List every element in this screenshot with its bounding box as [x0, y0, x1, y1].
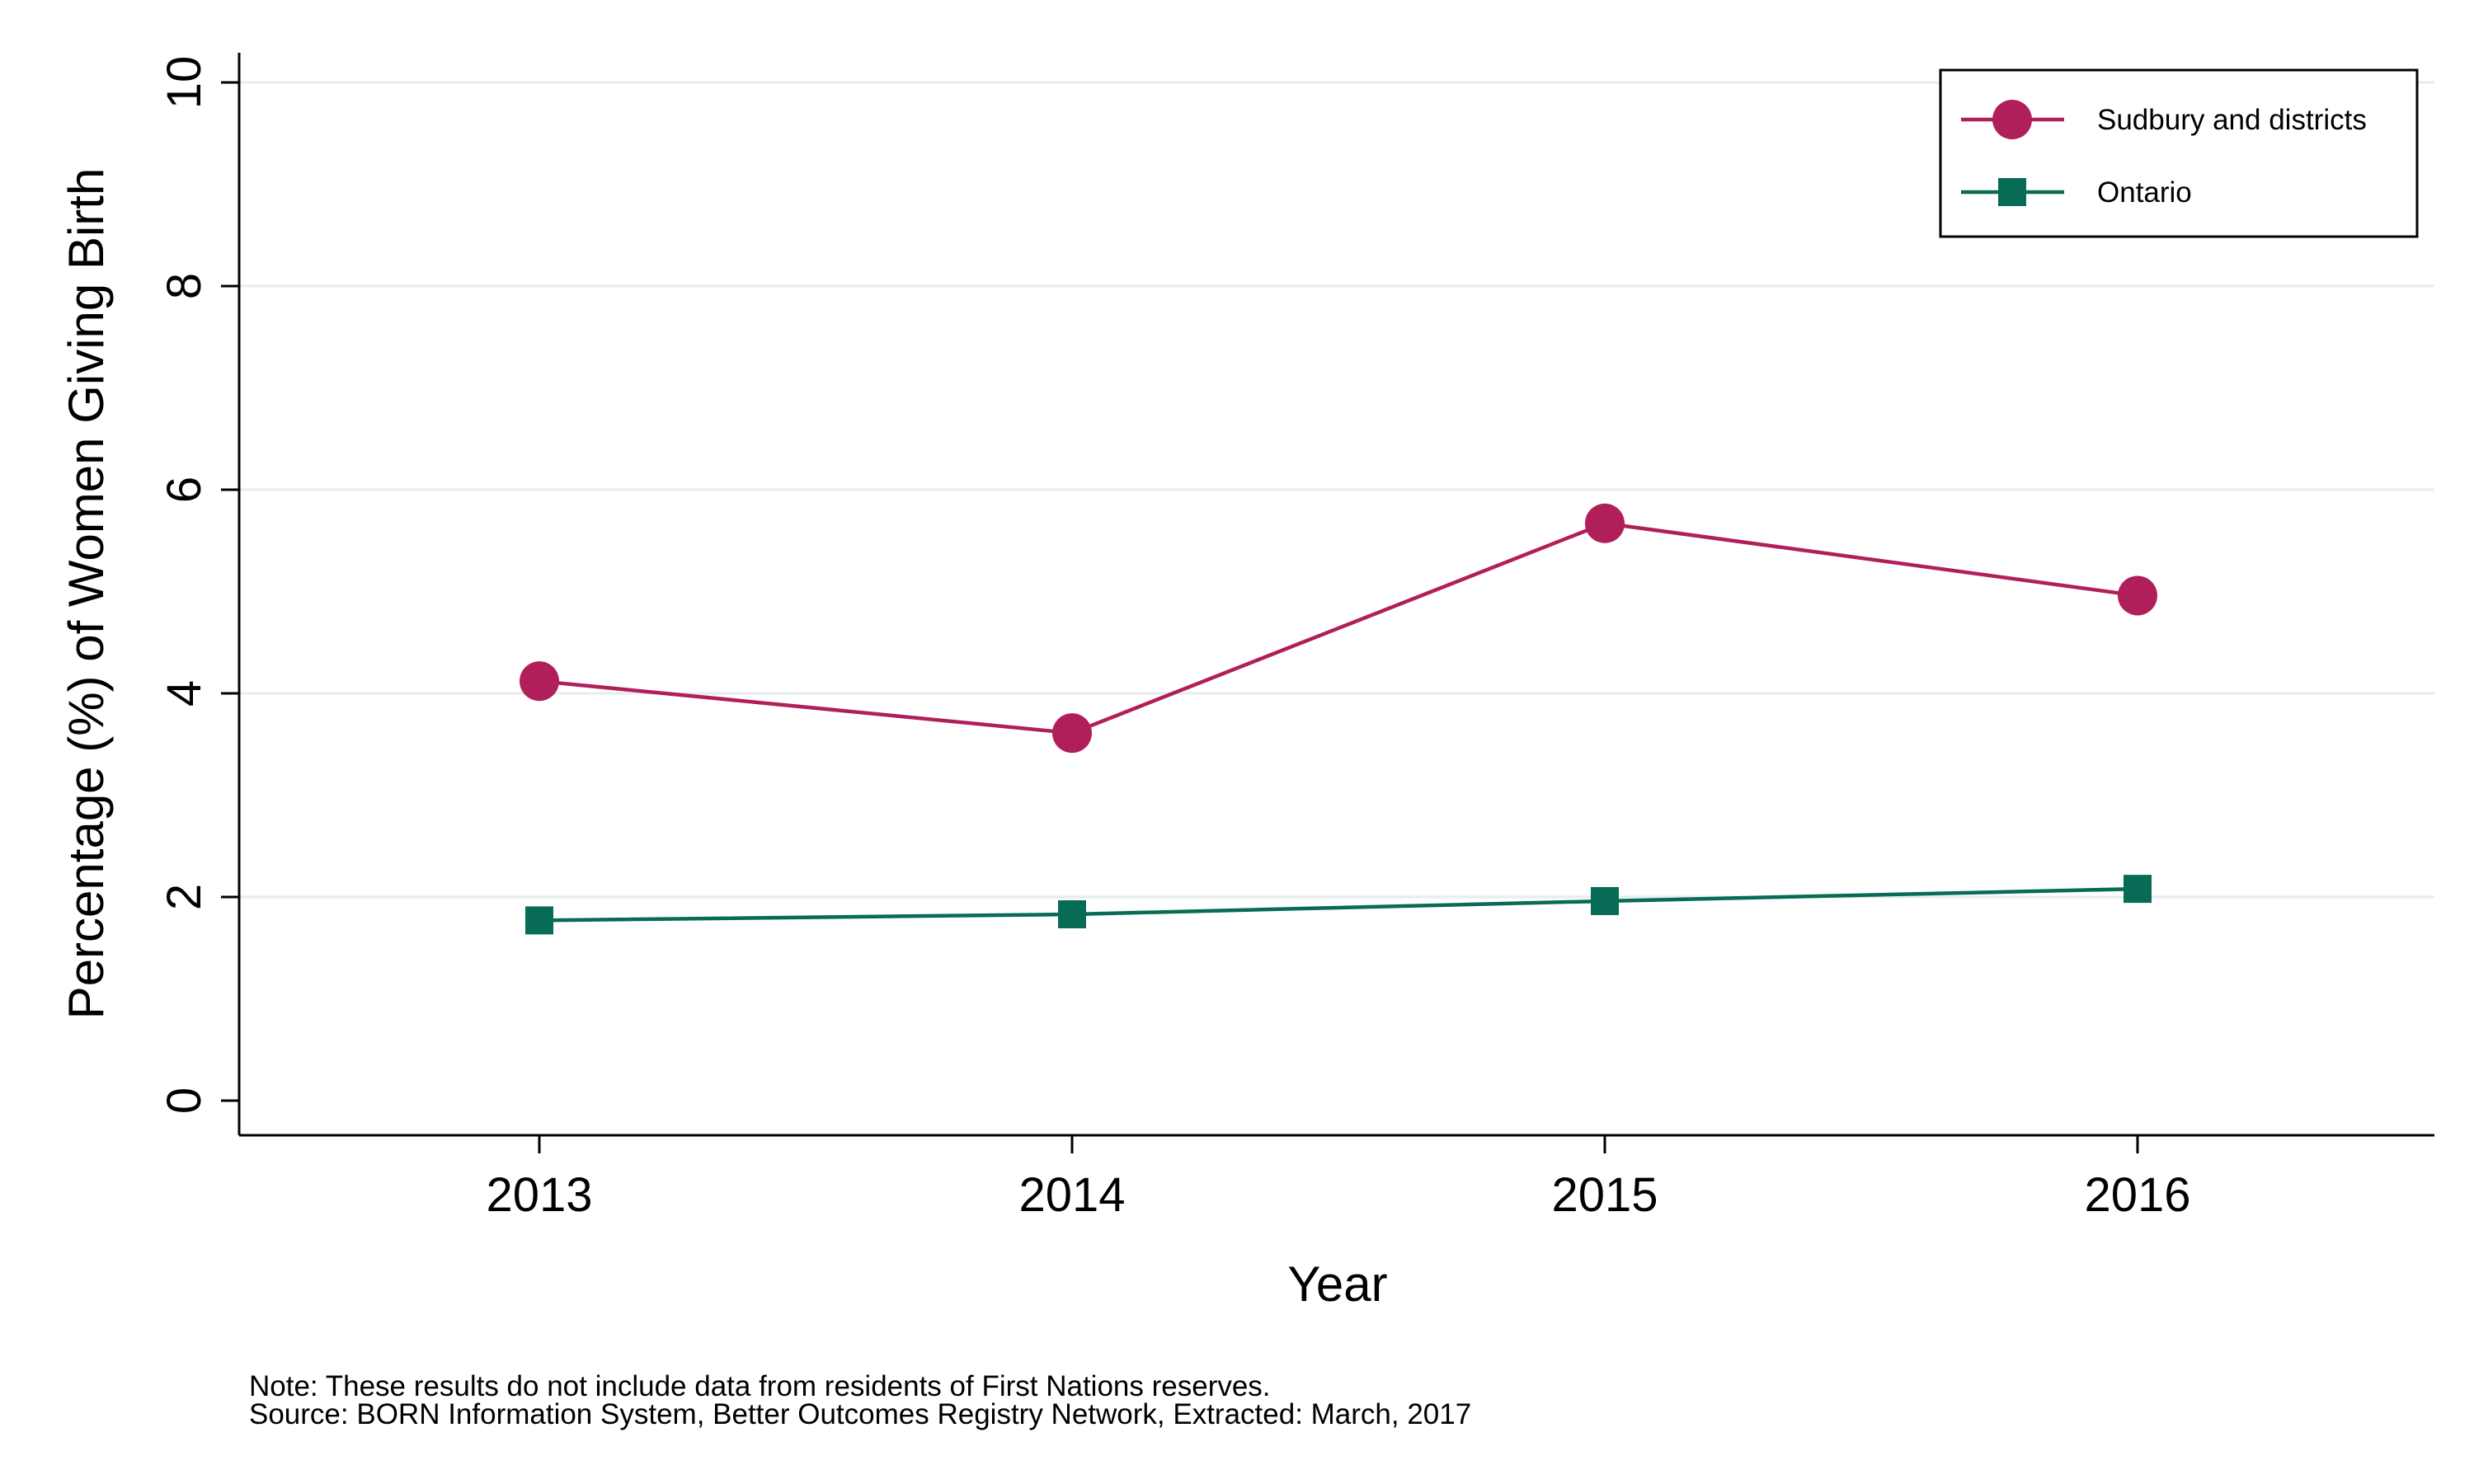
gridlines — [239, 81, 2434, 899]
y-tick-label: 10 — [158, 56, 211, 110]
y-tick-label: 6 — [158, 477, 211, 503]
legend-marker — [1998, 178, 2026, 206]
y-axis-title: Percentage (%) of Women Giving Birth — [59, 168, 114, 1020]
data-point — [525, 906, 553, 935]
series-line — [539, 521, 2138, 735]
series-2 — [525, 875, 2152, 935]
series-layer — [520, 503, 2157, 935]
x-tick-label: 2013 — [486, 1168, 592, 1222]
y-tick-label: 2 — [158, 884, 211, 910]
y-tick-label: 0 — [158, 1087, 211, 1114]
x-ticks: 2013 2014 2015 2016 — [486, 1135, 2191, 1222]
series-1 — [520, 503, 2157, 754]
legend-label: Ontario — [2097, 176, 2192, 209]
legend-entry: Ontario — [1961, 176, 2192, 209]
data-point — [520, 661, 559, 702]
data-point — [1052, 713, 1092, 754]
data-point — [1585, 503, 1625, 543]
legend-box — [1939, 68, 2419, 238]
x-tick-label: 2014 — [1018, 1168, 1125, 1222]
x-tick-label: 2015 — [1551, 1168, 1658, 1222]
legend-marker — [1992, 100, 2032, 139]
y-ticks: 0 2 4 6 8 10 — [158, 56, 239, 1114]
legend: Sudbury and districts Ontario — [1939, 68, 2419, 238]
series-line — [539, 886, 2138, 923]
x-axis-title: Year — [1287, 1256, 1387, 1312]
y-tick-label: 8 — [158, 273, 211, 299]
data-point — [2124, 875, 2152, 904]
x-tick-label: 2016 — [2084, 1168, 2190, 1222]
source-line: Source: BORN Information System, Better … — [249, 1398, 1471, 1430]
data-point — [2118, 575, 2157, 616]
data-point — [1058, 899, 1086, 928]
legend-entries: Sudbury and districts Ontario — [1961, 100, 2367, 209]
legend-label: Sudbury and districts — [2097, 104, 2367, 136]
legend-entry: Sudbury and districts — [1961, 100, 2367, 139]
data-point — [1591, 886, 1619, 915]
note-line: Note: These results do not include data … — [249, 1370, 1271, 1402]
y-tick-label: 4 — [158, 680, 211, 707]
